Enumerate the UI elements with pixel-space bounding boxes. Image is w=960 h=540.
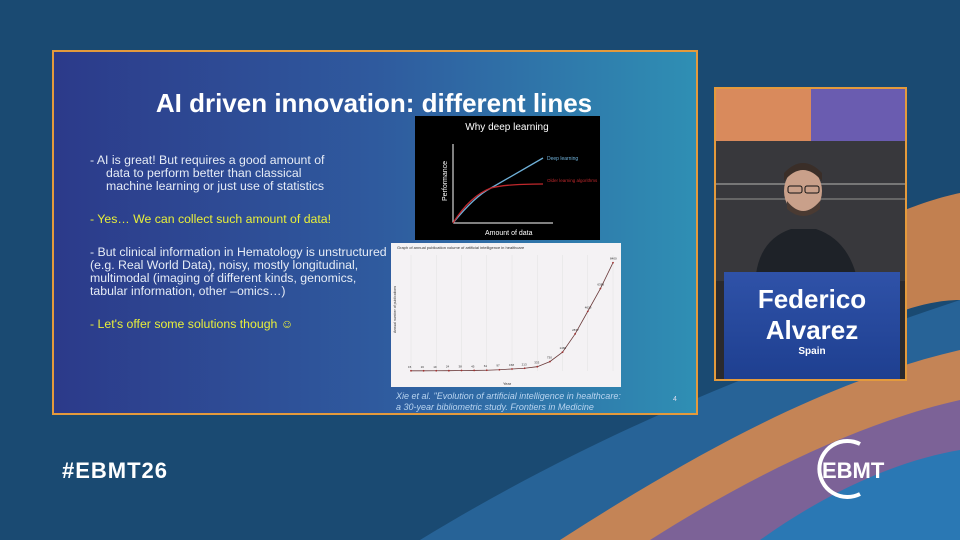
speaker-name: Federico [757, 284, 867, 314]
data-point [536, 365, 539, 368]
data-point [586, 310, 589, 313]
slide-title: AI driven innovation: different lines [155, 88, 593, 118]
data-label: 16 [421, 365, 425, 369]
data-label: 2877 [572, 328, 579, 332]
y-axis-label: Performance [442, 161, 449, 201]
data-point [599, 287, 602, 290]
citation-line: a 30-year bibliometric study. Frontiers … [396, 402, 594, 412]
chart-title: Graph of annual publication volume of ar… [397, 245, 525, 250]
data-point [523, 367, 526, 370]
data-point [574, 333, 577, 335]
data-label: 6389 [597, 283, 604, 287]
x-axis-label: Amount of data [485, 230, 533, 237]
speaker-name: Alvarez [765, 315, 859, 345]
data-point [422, 369, 425, 372]
data-label: 333 [534, 361, 539, 365]
speaker-head [784, 167, 822, 215]
citation-line: Xie et al. "Evolution of artificial inte… [396, 391, 621, 401]
series-deep-learning [452, 157, 544, 224]
bullet-2: - Yes… We can collect such amount of dat… [90, 212, 332, 226]
data-label: 19 [433, 365, 437, 369]
data-point [485, 369, 488, 372]
deep-learning-chart: Why deep learning Deep learning Older le… [415, 116, 600, 240]
data-point [548, 360, 551, 363]
data-point [435, 369, 438, 372]
data-point [447, 369, 450, 372]
bullet-4: - Let's offer some solutions though ☺ [90, 317, 294, 331]
data-label: 38 [459, 365, 463, 369]
data-label: 8400 [610, 257, 617, 261]
presentation-slide: AI driven innovation: different lines - … [52, 50, 698, 415]
bullet-1-line: data to perform better than classical [106, 166, 302, 180]
data-point [561, 351, 564, 354]
speaker-scene [716, 89, 905, 281]
data-label: 15 [408, 365, 412, 369]
data-label: 97 [496, 364, 500, 368]
bullet-1-line: - AI is great! But requires a good amoun… [90, 153, 325, 167]
speaker-podium: Federico Alvarez Spain [724, 272, 900, 379]
bullet-3: - But clinical information in Hematology… [90, 245, 387, 298]
page-number: 4 [673, 396, 677, 403]
data-point [498, 368, 501, 371]
logo-text: EBMT [822, 458, 885, 483]
chart-title: Why deep learning [465, 122, 548, 133]
event-hashtag: #EBMT26 [62, 458, 169, 483]
data-label: 4626 [585, 305, 592, 309]
data-label: 730 [547, 356, 552, 360]
data-point [612, 261, 614, 264]
data-point [511, 368, 513, 370]
publication-volume-chart: Graph of annual publication volume of ar… [391, 243, 621, 387]
data-label: 1460 [560, 346, 567, 350]
data-point [410, 369, 412, 372]
bullet-1: - AI is great! But requires a good amoun… [90, 154, 390, 193]
data-point [460, 369, 463, 372]
data-point [473, 369, 476, 372]
data-label: 213 [522, 362, 527, 366]
speaker-body [756, 229, 856, 274]
speaker-video: Federico Alvarez Spain [714, 87, 907, 381]
y-axis-label: Annual number of publications [393, 286, 397, 333]
speaker-country: Spain [798, 346, 826, 357]
data-label: 61 [484, 364, 488, 368]
legend-older-algorithms: Older learning algorithms [547, 178, 598, 183]
x-axis-label: Year [503, 381, 512, 386]
ebmt-logo: EBMT [817, 439, 885, 499]
bullet-list: - AI is great! But requires a good amoun… [90, 154, 390, 351]
data-label: 45 [471, 364, 475, 368]
data-label: 158 [509, 363, 514, 367]
bullet-1-line: machine learning or just use of statisti… [106, 179, 325, 193]
data-label: 24 [446, 365, 450, 369]
citation: Xie et al. "Evolution of artificial inte… [396, 391, 621, 413]
legend-deep-learning: Deep learning [547, 156, 578, 162]
series-older-algorithms [452, 183, 544, 224]
